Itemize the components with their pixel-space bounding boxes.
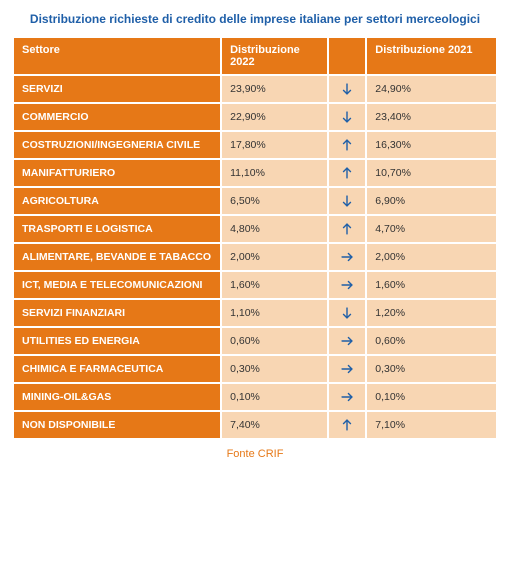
trend-arrow-icon [328,411,367,439]
table-row: ICT, MEDIA E TELECOMUNICAZIONI1,60%1,60% [13,271,497,299]
cell-sector: MINING-OIL&GAS [13,383,221,411]
trend-arrow-icon [328,215,367,243]
table-row: COSTRUZIONI/INGEGNERIA CIVILE17,80% 16,30… [13,131,497,159]
cell-value-2022: 22,90% [221,103,327,131]
cell-sector: COSTRUZIONI/INGEGNERIA CIVILE [13,131,221,159]
trend-arrow-icon [328,327,367,355]
page-title: Distribuzione richieste di credito delle… [12,12,498,26]
table-row: UTILITIES ED ENERGIA0,60%0,60% [13,327,497,355]
cell-value-2021: 1,60% [366,271,497,299]
col-header-sector: Settore [13,37,221,75]
cell-value-2022: 6,50% [221,187,327,215]
cell-value-2021: 1,20% [366,299,497,327]
table-row: MANIFATTURIERO11,10% 10,70% [13,159,497,187]
cell-sector: COMMERCIO [13,103,221,131]
cell-sector: CHIMICA E FARMACEUTICA [13,355,221,383]
table-row: ALIMENTARE, BEVANDE E TABACCO2,00%2,00% [13,243,497,271]
cell-sector: AGRICOLTURA [13,187,221,215]
table-row: SERVIZI FINANZIARI1,10% 1,20% [13,299,497,327]
cell-value-2022: 7,40% [221,411,327,439]
trend-arrow-icon [328,103,367,131]
cell-value-2022: 1,60% [221,271,327,299]
table-row: AGRICOLTURA6,50% 6,90% [13,187,497,215]
trend-arrow-icon [328,159,367,187]
cell-value-2022: 1,10% [221,299,327,327]
cell-value-2022: 0,30% [221,355,327,383]
cell-sector: ICT, MEDIA E TELECOMUNICAZIONI [13,271,221,299]
cell-sector: TRASPORTI E LOGISTICA [13,215,221,243]
table-row: COMMERCIO22,90% 23,40% [13,103,497,131]
footer-source: Fonte CRIF [12,448,498,460]
distribution-table: Settore Distribuzione 2022 Distribuzione… [12,36,498,440]
cell-value-2021: 0,10% [366,383,497,411]
cell-sector: MANIFATTURIERO [13,159,221,187]
trend-arrow-icon [328,271,367,299]
trend-arrow-icon [328,243,367,271]
table-row: SERVIZI23,90% 24,90% [13,75,497,103]
col-header-2022: Distribuzione 2022 [221,37,327,75]
cell-value-2022: 4,80% [221,215,327,243]
cell-value-2021: 24,90% [366,75,497,103]
cell-value-2022: 2,00% [221,243,327,271]
cell-value-2021: 16,30% [366,131,497,159]
cell-sector: NON DISPONIBILE [13,411,221,439]
trend-arrow-icon [328,187,367,215]
table-row: TRASPORTI E LOGISTICA4,80% 4,70% [13,215,497,243]
cell-value-2022: 0,10% [221,383,327,411]
cell-value-2021: 4,70% [366,215,497,243]
cell-value-2021: 2,00% [366,243,497,271]
cell-value-2021: 10,70% [366,159,497,187]
cell-value-2022: 0,60% [221,327,327,355]
cell-value-2021: 6,90% [366,187,497,215]
cell-value-2021: 7,10% [366,411,497,439]
cell-sector: UTILITIES ED ENERGIA [13,327,221,355]
cell-value-2022: 23,90% [221,75,327,103]
cell-value-2022: 11,10% [221,159,327,187]
trend-arrow-icon [328,299,367,327]
trend-arrow-icon [328,75,367,103]
table-row: MINING-OIL&GAS0,10%0,10% [13,383,497,411]
trend-arrow-icon [328,131,367,159]
cell-sector: SERVIZI [13,75,221,103]
table-header-row: Settore Distribuzione 2022 Distribuzione… [13,37,497,75]
col-header-trend [328,37,367,75]
cell-sector: ALIMENTARE, BEVANDE E TABACCO [13,243,221,271]
trend-arrow-icon [328,383,367,411]
table-row: NON DISPONIBILE7,40% 7,10% [13,411,497,439]
cell-sector: SERVIZI FINANZIARI [13,299,221,327]
cell-value-2021: 23,40% [366,103,497,131]
trend-arrow-icon [328,355,367,383]
table-row: CHIMICA E FARMACEUTICA0,30%0,30% [13,355,497,383]
cell-value-2021: 0,30% [366,355,497,383]
cell-value-2021: 0,60% [366,327,497,355]
col-header-2021: Distribuzione 2021 [366,37,497,75]
cell-value-2022: 17,80% [221,131,327,159]
